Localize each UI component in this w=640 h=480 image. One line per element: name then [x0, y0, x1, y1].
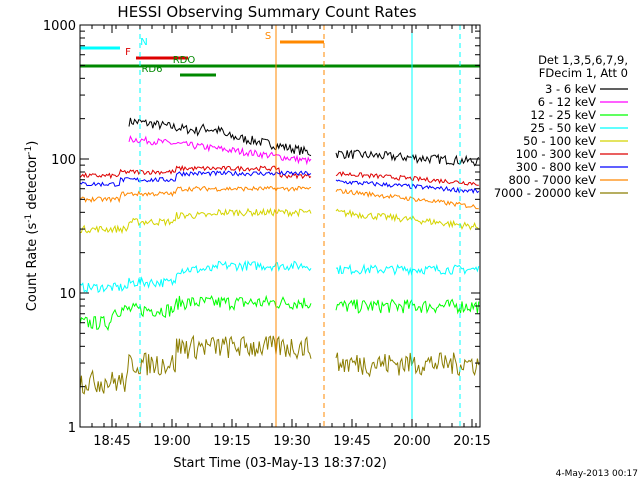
series-line	[128, 117, 480, 167]
x-tick-label: 19:00	[153, 434, 190, 449]
legend-header-2: FDecim 1, Att 0	[539, 66, 628, 80]
chart-title: HESSI Observing Summary Count Rates	[117, 3, 416, 21]
legend-header-1: Det 1,3,5,6,7,9,	[538, 53, 628, 67]
series-line	[79, 294, 480, 332]
x-tick-label: 19:45	[333, 434, 370, 449]
flag-label: N	[140, 37, 147, 48]
plot-frame	[79, 24, 481, 428]
x-tick-label: 18:45	[93, 434, 130, 449]
series-line	[79, 164, 479, 186]
x-tick-label: 20:00	[393, 434, 430, 449]
legend-entry-label: 12 - 25 keV	[530, 108, 596, 122]
series-line	[79, 170, 480, 194]
y-axis: 1000 100 10 1	[43, 19, 480, 436]
legend-entry-label: 100 - 300 keV	[516, 147, 596, 161]
flag-label: RDO	[173, 55, 196, 66]
series-line	[79, 259, 480, 294]
series-line	[128, 135, 312, 166]
footer-date: 4-May-2013 00:17	[556, 469, 638, 479]
flag-label: F	[125, 47, 131, 58]
x-tick-label: 20:15	[453, 434, 490, 449]
series-line	[79, 334, 480, 395]
x-axis: 18:45 19:00 19:15 19:30 19:45 20:00 20:15	[79, 25, 491, 449]
x-tick-label: 19:30	[273, 434, 310, 449]
legend-entry-label: 7000 - 20000 keV	[494, 186, 596, 200]
flag-label: RD6	[141, 64, 162, 75]
y-tick-label: 1000	[43, 19, 76, 34]
legend-entry-label: 6 - 12 keV	[538, 95, 596, 109]
x-tick-label: 19:15	[213, 434, 250, 449]
legend: Det 1,3,5,6,7,9, FDecim 1, Att 0 3 - 6 k…	[494, 53, 628, 200]
y-axis-label: Count Rate (s-1 detector-1)	[24, 141, 40, 312]
y-tick-label: 10	[59, 287, 76, 302]
legend-entry-label: 300 - 800 keV	[516, 160, 596, 174]
legend-entry-label: 50 - 100 keV	[523, 134, 596, 148]
plot-area: NF S RDO RD6	[79, 25, 480, 427]
y-tick-label: 100	[51, 153, 76, 168]
legend-entry-label: 800 - 7000 keV	[508, 173, 596, 187]
legend-entry-label: 3 - 6 keV	[545, 82, 596, 96]
series-line	[80, 185, 479, 210]
y-tick-label: 1	[68, 421, 76, 436]
legend-entry-label: 25 - 50 keV	[530, 121, 596, 135]
flag-label: S	[265, 31, 271, 42]
series-line	[79, 207, 480, 235]
x-axis-label: Start Time (03-May-13 18:37:02)	[173, 456, 387, 471]
